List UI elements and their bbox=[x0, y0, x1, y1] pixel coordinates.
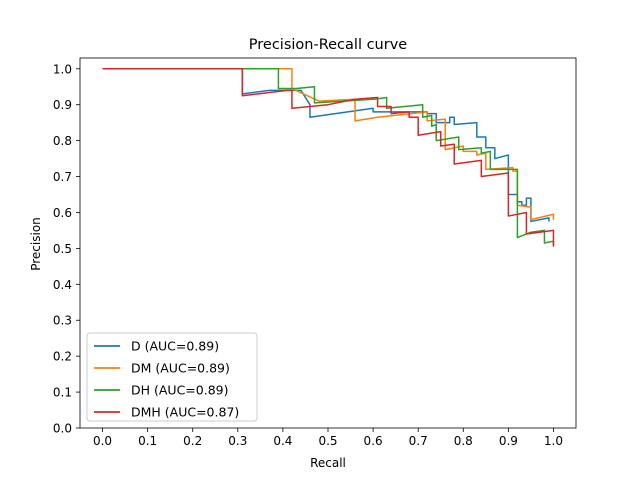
legend-frame bbox=[86, 332, 258, 422]
y-tick-label: 0.1 bbox=[53, 386, 72, 400]
x-tick-label: 0.4 bbox=[273, 434, 292, 448]
y-tick-label: 0.6 bbox=[53, 206, 72, 220]
legend-label-1: DM (AUC=0.89) bbox=[131, 361, 230, 376]
x-axis-title: Recall bbox=[310, 456, 346, 470]
legend-label-3: DMH (AUC=0.87) bbox=[131, 405, 239, 420]
x-tick-label: 0.2 bbox=[183, 434, 202, 448]
y-tick-label: 0.4 bbox=[53, 278, 72, 292]
y-tick-label: 0.9 bbox=[53, 98, 72, 112]
y-tick-label: 0.8 bbox=[53, 134, 72, 148]
y-tick-label: 0.3 bbox=[53, 314, 72, 328]
y-axis-ticks: 0.0 0.1 0.2 0.3 0.4 0.5 0.6 0.7 0.8 0.9 1.0 bbox=[53, 62, 80, 436]
y-axis-title: Precision bbox=[29, 217, 43, 271]
y-tick-label: 1.0 bbox=[53, 62, 72, 76]
x-tick-label: 0.9 bbox=[499, 434, 518, 448]
x-axis-ticks: 0.0 0.1 0.2 0.3 0.4 0.5 0.6 0.7 0.8 0.9 1.0 bbox=[93, 428, 563, 448]
x-tick-label: 0.7 bbox=[409, 434, 428, 448]
y-tick-label: 0.2 bbox=[53, 350, 72, 364]
legend-label-0: D (AUC=0.89) bbox=[131, 339, 219, 354]
x-tick-label: 0.5 bbox=[318, 434, 337, 448]
y-tick-label: 0.7 bbox=[53, 170, 72, 184]
x-tick-label: 0.3 bbox=[228, 434, 247, 448]
legend-label-2: DH (AUC=0.89) bbox=[131, 383, 229, 398]
y-tick-label: 0.0 bbox=[53, 422, 72, 436]
x-tick-label: 0.1 bbox=[138, 434, 157, 448]
x-tick-label: 1.0 bbox=[544, 434, 563, 448]
y-tick-label: 0.5 bbox=[53, 242, 72, 256]
series-line-0 bbox=[102, 68, 550, 223]
legend: D (AUC=0.89) DM (AUC=0.89) DH (AUC=0.89) DM… bbox=[86, 332, 258, 422]
x-tick-label: 0.0 bbox=[93, 434, 112, 448]
x-tick-label: 0.6 bbox=[364, 434, 383, 448]
series-line-3 bbox=[102, 68, 555, 247]
x-tick-label: 0.8 bbox=[454, 434, 473, 448]
chart-title: Precision-Recall curve bbox=[249, 37, 408, 53]
